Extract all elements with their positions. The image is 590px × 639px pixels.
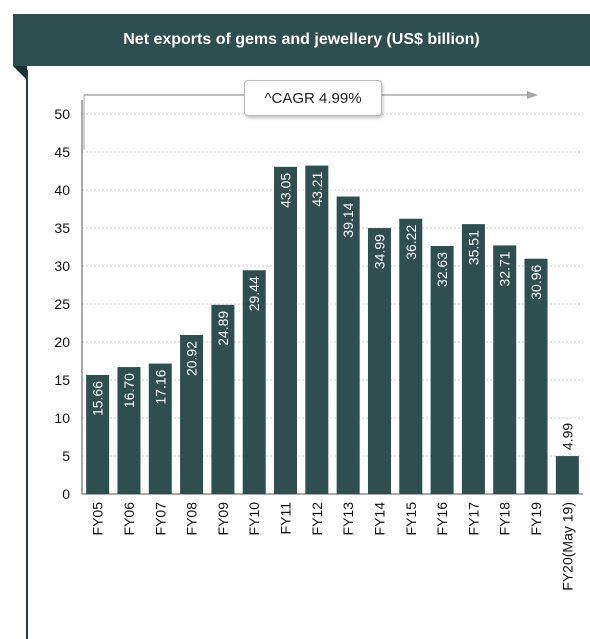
bar [555,456,579,494]
bar [336,196,360,494]
bar-value-label: 34.99 [371,234,387,269]
bar [117,367,141,494]
x-category-label: FY14 [371,502,387,536]
x-category-label: FY16 [434,502,450,536]
x-category-label: FY17 [465,502,481,536]
bar [399,218,423,494]
bar [148,363,172,494]
x-category-label: FY18 [497,502,513,536]
y-tick-label: 35 [54,220,70,236]
y-tick-label: 25 [54,296,70,312]
bar-value-label: 32.71 [497,251,513,286]
bar [274,166,298,494]
x-category-label: FY05 [90,502,106,536]
bar [86,374,110,494]
x-category-label: FY06 [121,502,137,536]
bar [180,335,204,494]
cagr-arrow-head [527,91,538,99]
banner-fold-decoration [13,66,27,80]
y-tick-label: 5 [62,448,70,464]
y-tick-label: 40 [54,182,70,198]
x-category-label: FY08 [184,502,200,536]
bar-value-label: 36.22 [403,225,419,260]
x-category-label: FY09 [215,502,231,536]
y-tick-label: 0 [62,486,70,502]
bar-value-label: 20.92 [184,341,200,376]
bar-value-label: 30.96 [528,265,544,300]
bar-value-label: 17.16 [152,369,168,404]
y-tick-label: 30 [54,258,70,274]
bar-value-label: 4.99 [559,423,575,450]
bar [493,245,517,494]
bar [367,228,391,495]
bar [524,258,548,494]
bar [211,304,235,494]
x-category-label: FY07 [152,502,168,536]
left-border-rule [26,70,28,639]
bar-value-label: 35.51 [465,230,481,265]
cagr-callout: ^CAGR 4.99% [244,80,382,116]
y-tick-label: 10 [54,410,70,426]
bar-value-label: 29.44 [246,276,262,311]
x-category-label: FY12 [309,502,325,536]
y-tick-label: 20 [54,334,70,350]
bar-value-label: 16.70 [121,373,137,408]
bar-value-label: 43.21 [309,171,325,206]
y-tick-label: 50 [54,106,70,122]
chart-title: Net exports of gems and jewellery (US$ b… [123,31,480,48]
bar-value-label: 15.66 [90,381,106,416]
y-tick-label: 45 [54,144,70,160]
bar-value-label: 24.89 [215,311,231,346]
chart-title-banner: Net exports of gems and jewellery (US$ b… [13,14,590,66]
x-category-label: FY19 [528,502,544,536]
bar-value-label: 32.63 [434,252,450,287]
bar [305,165,329,494]
bar-value-label: 43.05 [278,173,294,208]
y-tick-label: 15 [54,372,70,388]
bar [461,224,485,494]
x-category-label: FY11 [278,502,294,535]
x-category-label: FY13 [340,502,356,536]
bar-value-label: 39.14 [340,202,356,237]
x-category-label: FY20(May 19) [559,502,575,591]
x-category-label: FY10 [246,502,262,536]
bar [430,246,454,494]
bar [242,270,266,494]
x-category-label: FY15 [403,502,419,536]
